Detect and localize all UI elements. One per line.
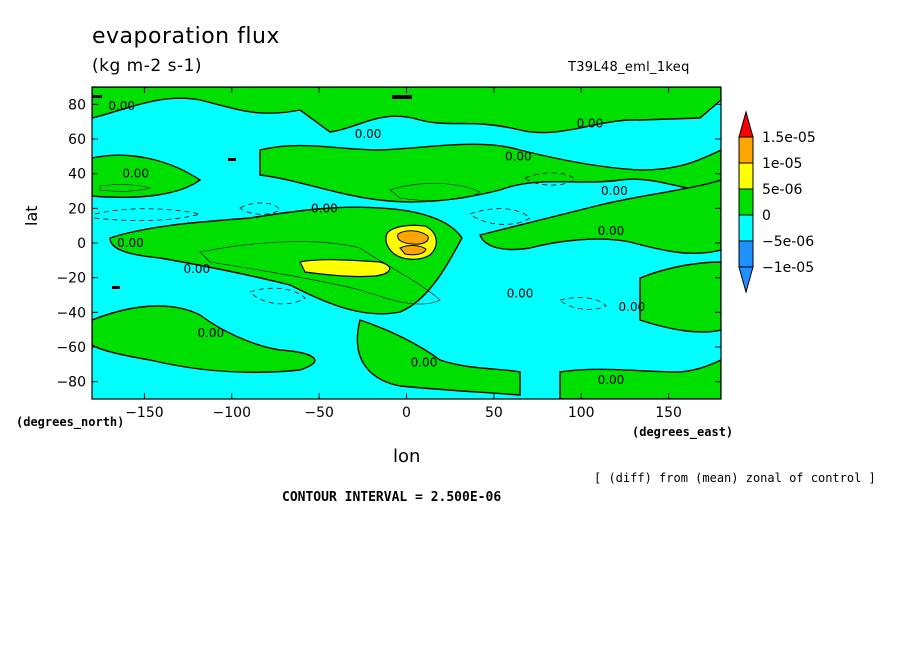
contour-label: 0.00 <box>601 184 628 198</box>
contour-label: 0.00 <box>197 326 224 340</box>
colorbar-arrow-top <box>738 110 754 138</box>
contour-label: 0.00 <box>183 262 210 276</box>
small-feature <box>392 95 412 99</box>
high-region-equatorial-north <box>397 230 429 245</box>
contour-label: 0.00 <box>598 224 625 238</box>
y-tick-label: −20 <box>56 271 86 287</box>
high-region-equatorial-south <box>399 245 427 256</box>
colorbar-level-label: −5e-06 <box>762 234 814 250</box>
positive-contour-northwest <box>99 184 152 192</box>
y-tick-label: 0 <box>77 236 86 252</box>
positive-region-south-of-equator <box>299 259 391 278</box>
y-tick-label: −60 <box>56 340 86 356</box>
colorbar-segment <box>738 162 754 190</box>
small-feature <box>112 286 120 289</box>
zero-region-equatorial-core <box>109 206 463 315</box>
contour-label: 0.00 <box>505 149 532 163</box>
colorbar-level-label: 1e-05 <box>762 156 802 172</box>
contour-label: 0.00 <box>122 167 149 181</box>
colorbar-segment <box>738 240 754 268</box>
y-axis-unit: (degrees_north) <box>16 415 125 429</box>
x-tick-label: 50 <box>485 405 503 421</box>
zero-region-north-band <box>92 87 721 134</box>
zero-region-east-equatorial <box>479 179 721 255</box>
contour-label: 0.00 <box>507 286 534 300</box>
chart-units: (kg m-2 s-1) <box>92 56 203 76</box>
small-feature <box>92 95 102 98</box>
positive-contour-north <box>389 183 481 201</box>
zero-region-northwest <box>92 154 202 198</box>
x-tick-label: 0 <box>402 405 411 421</box>
contour-label: 0.00 <box>598 373 625 387</box>
x-tick-label: −100 <box>213 405 251 421</box>
colorbar-arrow-bottom <box>738 266 754 294</box>
zero-region-south-center <box>356 319 521 396</box>
negative-contour-east <box>469 208 531 225</box>
zero-region-southwest <box>92 305 316 374</box>
negative-contour-south-west <box>249 287 306 305</box>
y-tick-label: −80 <box>56 375 86 391</box>
x-axis-label: lon <box>393 446 421 467</box>
colorbar-level-label: 0 <box>762 208 771 224</box>
axis-layer: −150 −100 −50 0 50 100 150 −80 −60 −40 −20 0 20 40 60 8… <box>56 87 721 421</box>
x-tick-label: 100 <box>568 405 595 421</box>
y-tick-label: −40 <box>56 305 86 321</box>
colorbar-level-label: −1e-05 <box>762 260 814 276</box>
colorbar-segment <box>738 136 754 164</box>
y-tick-label: 40 <box>68 167 86 183</box>
contour-interval: CONTOUR INTERVAL = 2.500E-06 <box>282 490 502 505</box>
y-tick-label: 80 <box>68 97 86 113</box>
colorbar-level-label: 5e-06 <box>762 182 802 198</box>
negative-contour-west <box>239 202 281 215</box>
colorbar-level-label: 1.5e-05 <box>762 130 816 146</box>
x-tick-label: −50 <box>304 405 334 421</box>
x-tick-label: −150 <box>125 405 163 421</box>
contour-label: 0.00 <box>311 201 338 215</box>
colorbar-segment <box>738 214 754 242</box>
contour-label: 0.00 <box>117 236 144 250</box>
contour-label: 0.00 <box>411 356 438 370</box>
contour-label: 0.00 <box>619 300 646 314</box>
contour-label-layer: 0.00 0.00 0.00 0.00 0.00 0.00 0.00 0.00 0.00 0.00… <box>108 99 645 387</box>
contour-label: 0.00 <box>577 116 604 130</box>
y-tick-label: 60 <box>68 132 86 148</box>
x-axis-unit: (degrees_east) <box>632 425 734 439</box>
contour-label: 0.00 <box>355 127 382 141</box>
colorbar: 1.5e-05 1e-05 5e-06 0 −5e-06 −1e-05 <box>738 110 816 294</box>
negative-contour-north-east <box>524 172 576 186</box>
chart-title: evaporation flux <box>92 24 280 49</box>
diff-note: [ (diff) from (mean) zonal of control ] <box>594 471 876 485</box>
y-tick-label: 20 <box>68 201 86 217</box>
contour-fill-layer <box>92 87 721 399</box>
negative-contour-south-east <box>559 297 607 310</box>
zero-region-southeast <box>639 261 721 333</box>
x-tick-label: 150 <box>655 405 682 421</box>
zero-region-south-band <box>559 359 721 399</box>
small-feature <box>228 158 236 161</box>
contour-label: 0.00 <box>108 99 135 113</box>
run-name: T39L48_eml_1keq <box>568 60 690 75</box>
positive-contour-core <box>199 241 441 305</box>
colorbar-segment <box>738 188 754 216</box>
